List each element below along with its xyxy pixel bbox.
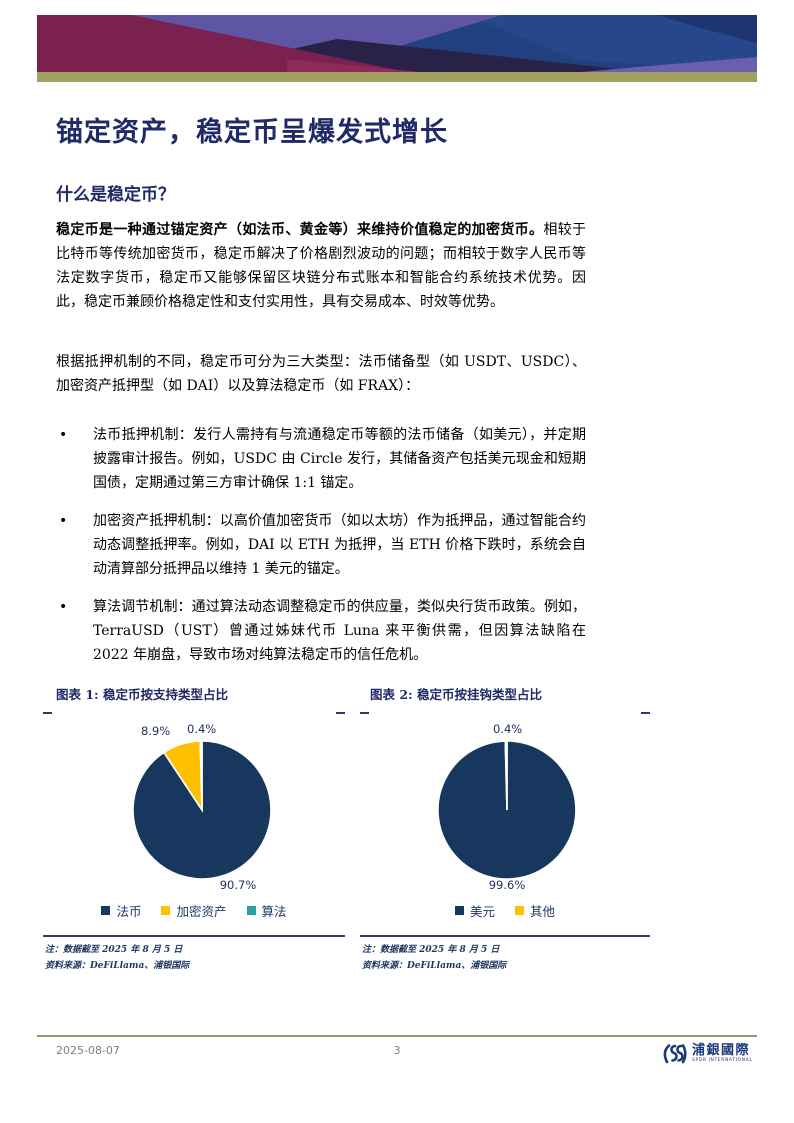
legend-label-0: 法币 [116,904,142,919]
data-label-crypto-asset: 8.9% [141,724,171,738]
legend-label-0: 美元 [469,904,495,919]
pie-slice-1 [504,740,508,811]
figure-2-note: 注：数据截至 2025 年 8 月 5 日 [362,945,500,955]
figure-2-title: 图表 2: 稳定币按挂钩类型占比 [370,687,543,702]
mechanism-bullet-list: 法币抵押机制：发行人需持有与流通稳定币等额的法币储备（如美元），并定期披露审计报… [56,423,586,681]
legend-item-1: 其他 [515,901,555,920]
footer-date: 2025-08-07 [56,1044,120,1057]
bullet-algo-mechanism: 算法调节机制：通过算法动态调整稳定币的供应量，类似央行货币政策。例如，Terra… [56,595,586,667]
banner-graphic [37,15,757,82]
footer-page-number: 3 [393,1044,401,1057]
section-heading: 什么是稳定币？ [56,185,175,205]
legend-item-2: 算法 [246,901,287,920]
legend-item-0: 美元 [454,901,495,920]
bullet-fiat-mechanism: 法币抵押机制：发行人需持有与流通稳定币等额的法币储备（如美元），并定期披露审计报… [56,423,586,495]
legend-swatch-2 [246,906,256,915]
legend-swatch-1 [161,906,171,915]
paragraph-intro: 稳定币是一种通过锚定资产（如法币、黄金等）来维持价值稳定的加密货币。相较于比特币… [56,218,586,314]
data-label-usd: 99.6% [488,878,526,892]
legend-swatch-0 [454,906,464,915]
figure-1-bottom-rule [43,935,345,937]
spdb-logo-icon [663,1043,687,1065]
figure-2-peg-type: 图表 2: 稳定币按挂钩类型占比 0.4% 99.6% 美元 其他 注：数据截至 … [360,682,650,982]
figure-1-left-tick [43,712,52,714]
footer-rule [37,1035,757,1037]
spdb-logo-cn: 浦銀國際 [692,1043,751,1059]
figure-2-source: 资料来源：DeFiLlama、浦银国际 [362,961,507,971]
spdb-logo-text: 浦銀國際 SPDB INTERNATIONAL [692,1044,752,1064]
paragraph-types: 根据抵押机制的不同，稳定币可分为三大类型：法币储备型（如 USDT、USDC）、… [56,354,586,394]
legend-label-2: 算法 [261,904,287,919]
header-banner [37,15,757,82]
pie-slice-0 [132,740,272,880]
data-label-algo: 0.4% [187,722,217,736]
legend-swatch-1 [515,906,524,915]
paragraph-intro-rest: 相较于比特币等传统加密货币，稳定币解决了价格剧烈波动的问题；而相较于数字人民币等… [56,222,587,310]
figure-1-backing-type: 图表 1: 稳定币按支持类型占比 8.9% 0.4% 90.7% 法币 加密资产 算… [43,682,345,982]
figure-1-right-tick [336,712,345,714]
bullet-crypto-mechanism: 加密资产抵押机制：以高价值加密货币（如以太坊）作为抵押品，通过智能合约动态调整抵… [56,509,586,581]
paragraph-intro-lead: 稳定币是一种通过锚定资产（如法币、黄金等）来维持价值稳定的加密货币。 [56,222,544,238]
legend-item-1: 加密资产 [161,901,227,920]
figure-2-right-tick [641,712,650,714]
figure-2-bottom-rule [360,935,650,937]
spdb-international-logo: 浦銀國際 SPDB INTERNATIONAL [663,1040,763,1068]
figure-1-note: 注：数据截至 2025 年 8 月 5 日 [45,945,183,955]
legend-item-0: 法币 [101,901,141,920]
legend-label-1: 其他 [530,904,556,919]
pie-slice-2 [199,740,203,811]
data-label-fiat: 90.7% [219,878,257,892]
pie-chart-peg-type [437,740,577,880]
legend-swatch-0 [101,906,111,915]
pie-chart-backing-type [132,740,272,880]
figure-2-legend: 美元 其他 [360,901,650,920]
data-label-other: 0.4% [493,722,523,736]
figure-2-left-tick [360,712,369,714]
legend-label-1: 加密资产 [176,904,227,919]
spdb-logo-en: SPDB INTERNATIONAL [692,1058,753,1064]
figure-1-source: 资料来源：DeFiLlama、浦银国际 [45,961,190,971]
figure-1-legend: 法币 加密资产 算法 [43,901,345,920]
figure-1-title: 图表 1: 稳定币按支持类型占比 [56,687,229,702]
page-title: 锚定资产，稳定币呈爆发式增长 [56,117,448,148]
